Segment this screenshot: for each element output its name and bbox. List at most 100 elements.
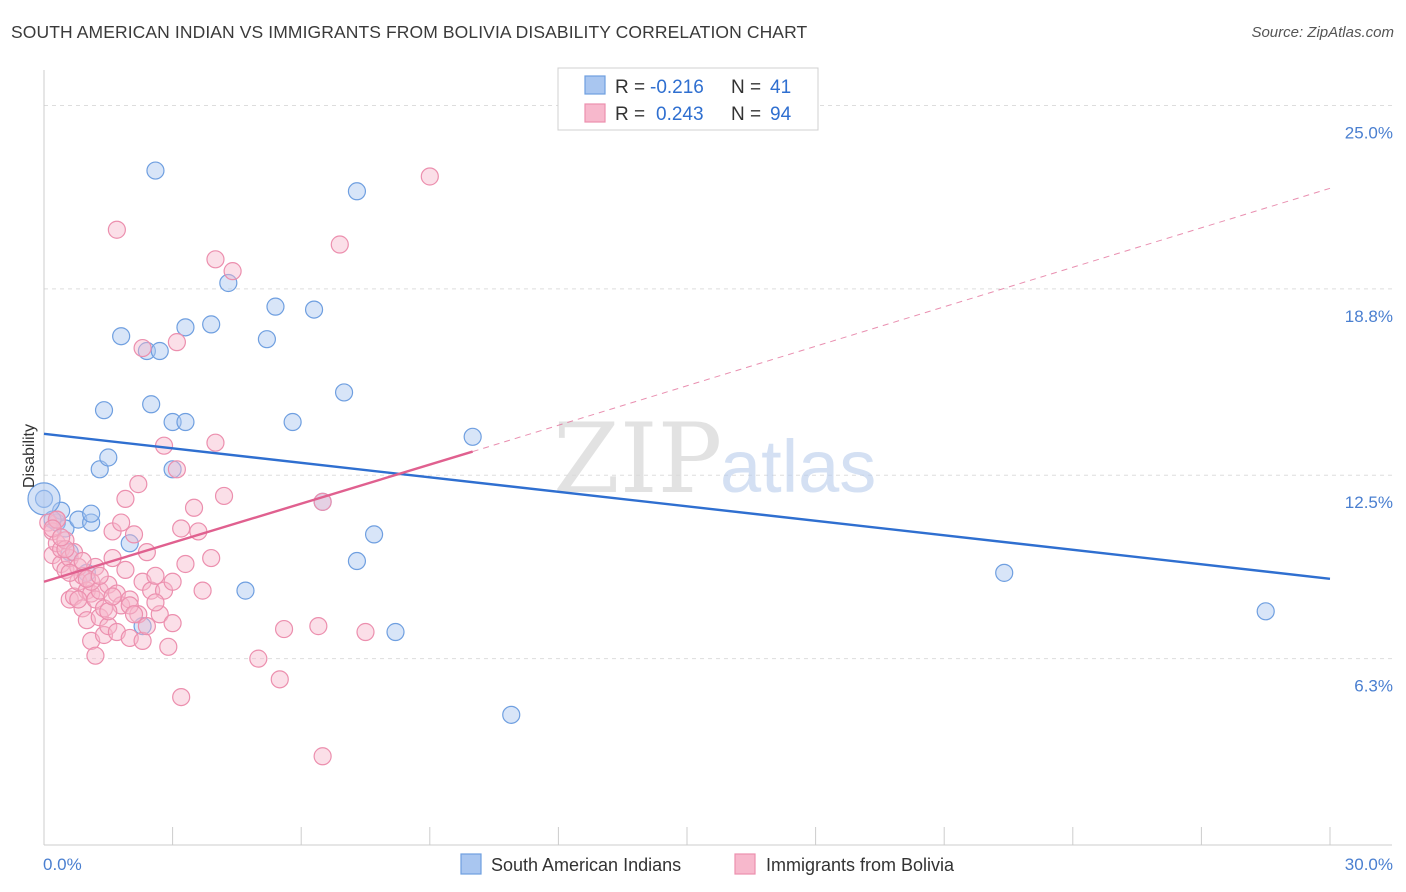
trend-line-blue [43, 432, 1331, 580]
watermark-atlas: atlas [720, 425, 876, 508]
pink-point-65 [223, 262, 242, 281]
blue-point-17 [163, 412, 182, 432]
blue-point-6 [82, 504, 101, 523]
pink-point-68 [309, 617, 328, 636]
legend-r-value-1: -0.216 [650, 77, 704, 98]
pink-point-40 [124, 525, 144, 544]
pink-point-88 [69, 590, 88, 609]
blue-point-27 [304, 300, 324, 319]
pink-point-58 [184, 498, 204, 517]
pink-point-51 [159, 637, 178, 656]
blue-point-25 [266, 297, 285, 316]
pink-point-21 [86, 646, 105, 665]
blue-point-32 [364, 525, 384, 544]
chart-title: SOUTH AMERICAN INDIAN VS IMMIGRANTS FROM… [11, 22, 808, 42]
blue-point-37 [1256, 602, 1275, 621]
blue-point-22 [219, 273, 238, 293]
pink-point-15 [73, 599, 92, 618]
pink-point-60 [193, 581, 212, 600]
pink-point-76 [420, 167, 439, 186]
blue-point-26 [283, 412, 302, 432]
blue-point-34 [463, 427, 482, 446]
bottom-legend-label-pink: Immigrants from Bolivia [766, 855, 955, 875]
y-tick-label-2: 18.8% [1345, 307, 1393, 326]
blue-point-23 [236, 581, 255, 600]
trend-layer [43, 187, 1331, 583]
pink-point-36 [116, 560, 135, 580]
legend-r-label-2: R = [615, 104, 645, 125]
blue-point-24 [257, 330, 277, 349]
pink-point-78 [47, 510, 66, 529]
pink-point-67 [274, 619, 294, 639]
pink-point-48 [150, 605, 169, 624]
blue-point-35 [502, 705, 521, 724]
pink-point-71 [270, 670, 289, 689]
blue-point-21 [202, 315, 221, 334]
pink-point-72 [313, 747, 332, 766]
pink-point-90 [90, 566, 109, 585]
pink-point-82 [99, 602, 118, 621]
blue-point-16 [146, 161, 165, 180]
pink-point-35 [112, 513, 131, 532]
blue-point-30 [347, 182, 367, 201]
bottom-legend-swatch-blue [460, 853, 482, 875]
pink-point-66 [249, 649, 268, 668]
pink-point-79 [56, 540, 75, 559]
legend-swatch-blue [584, 75, 606, 95]
bottom-legend-swatch-pink [734, 853, 756, 875]
pink-point-74 [107, 220, 126, 239]
bottom-legend: South American Indians Immigrants from B… [460, 853, 955, 875]
watermark-zip: ZIP [553, 403, 722, 515]
pink-point-73 [172, 687, 191, 707]
blue-point-33 [386, 622, 405, 642]
pink-point-77 [133, 338, 152, 358]
legend-n-value-1: 41 [770, 77, 791, 98]
y-tick-label-3: 25.0% [1345, 123, 1393, 142]
pink-point-56 [172, 519, 191, 538]
blue-point-29 [334, 383, 354, 402]
blue-point-10 [112, 327, 131, 346]
pink-point-93 [146, 593, 165, 612]
blue-point-36 [995, 563, 1014, 582]
pink-point-57 [176, 554, 195, 574]
pink-point-37 [116, 489, 135, 509]
pink-point-43 [133, 631, 152, 650]
blue-point-19 [176, 412, 195, 432]
pink-point-83 [120, 596, 139, 615]
y-tick-label-0: 6.3% [1354, 677, 1393, 696]
blue-point-15 [150, 341, 169, 361]
legend-r-label-1: R = [615, 77, 645, 98]
x-tick-label-max: 30.0% [1345, 855, 1393, 874]
x-tick-label-min: 0.0% [43, 855, 82, 874]
y-tick-labels: 6.3% 12.5% 18.8% 25.0% [1345, 123, 1393, 695]
bottom-legend-label-blue: South American Indians [491, 855, 681, 875]
pink-point-91 [103, 587, 122, 606]
pink-point-63 [206, 250, 225, 269]
trend-line-pink [43, 450, 474, 583]
pink-point-47 [146, 566, 165, 585]
pink-point-52 [163, 572, 182, 591]
series-immigrants-from-bolivia [39, 167, 439, 766]
y-axis-title: Disability [21, 424, 38, 488]
blue-point-18 [163, 460, 182, 479]
pink-point-86 [52, 528, 71, 547]
trend-line-pink-extension [472, 187, 1331, 453]
legend-r-value-2: 0.243 [656, 104, 704, 125]
grid-layer [44, 104, 1392, 660]
pink-point-38 [120, 590, 139, 609]
pink-point-53 [163, 614, 182, 633]
pink-point-62 [206, 433, 225, 452]
legend-box: R = -0.216 N = 41 R = 0.243 N = 94 [557, 67, 819, 131]
pink-point-46 [142, 581, 161, 600]
y-tick-label-1: 12.5% [1345, 493, 1393, 512]
pink-point-84 [137, 617, 156, 636]
blue-point-9 [94, 401, 114, 420]
pink-point-92 [124, 605, 144, 624]
blue-point-8 [99, 448, 118, 467]
axes-layer [43, 70, 1392, 846]
blue-point-20 [176, 318, 195, 337]
pink-point-75 [330, 235, 349, 254]
blue-point-11 [120, 534, 139, 553]
blue-point-31 [347, 551, 367, 571]
